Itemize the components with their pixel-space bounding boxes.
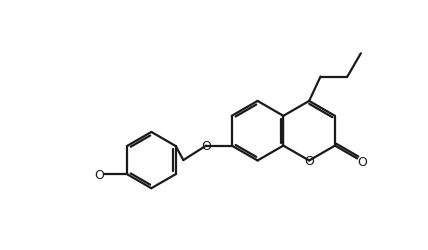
Text: O: O [357,155,367,168]
Text: O: O [304,154,314,167]
Text: O: O [94,168,104,181]
Text: O: O [201,140,211,152]
